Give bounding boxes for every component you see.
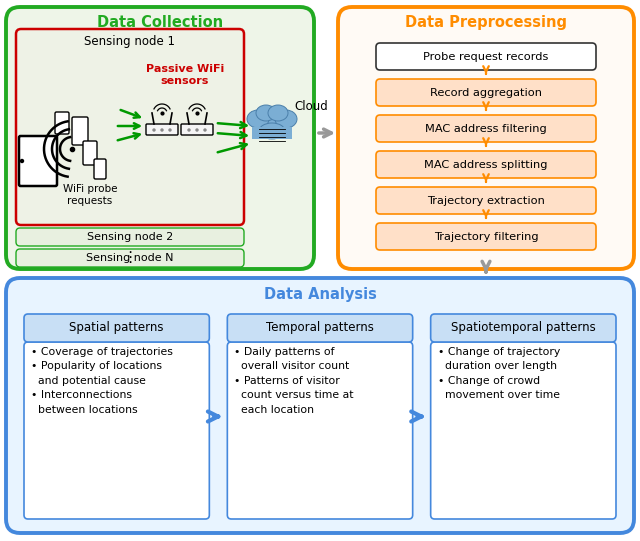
FancyBboxPatch shape bbox=[19, 136, 57, 186]
FancyBboxPatch shape bbox=[376, 79, 596, 106]
Circle shape bbox=[204, 129, 206, 131]
FancyBboxPatch shape bbox=[376, 187, 596, 214]
FancyBboxPatch shape bbox=[94, 159, 106, 179]
FancyBboxPatch shape bbox=[431, 314, 616, 342]
FancyBboxPatch shape bbox=[376, 151, 596, 178]
Circle shape bbox=[161, 129, 163, 131]
Text: MAC address filtering: MAC address filtering bbox=[425, 123, 547, 134]
FancyBboxPatch shape bbox=[24, 342, 209, 519]
FancyBboxPatch shape bbox=[376, 223, 596, 250]
Text: Sensing node 1: Sensing node 1 bbox=[84, 35, 175, 48]
Text: Data Analysis: Data Analysis bbox=[264, 287, 376, 302]
Ellipse shape bbox=[247, 110, 269, 128]
Text: Temporal patterns: Temporal patterns bbox=[266, 321, 374, 334]
Bar bbox=[252, 127, 292, 139]
Text: Record aggregation: Record aggregation bbox=[430, 88, 542, 97]
FancyBboxPatch shape bbox=[24, 314, 209, 342]
Text: Probe request records: Probe request records bbox=[423, 51, 548, 62]
FancyBboxPatch shape bbox=[376, 43, 596, 70]
FancyBboxPatch shape bbox=[227, 342, 413, 519]
Text: • Daily patterns of
  overall visitor count
• Patterns of visitor
  count versus: • Daily patterns of overall visitor coun… bbox=[234, 347, 354, 414]
Ellipse shape bbox=[275, 110, 297, 128]
Ellipse shape bbox=[257, 114, 287, 136]
FancyBboxPatch shape bbox=[83, 141, 97, 165]
Text: Passive WiFi
sensors: Passive WiFi sensors bbox=[146, 64, 224, 87]
Ellipse shape bbox=[268, 105, 288, 121]
Circle shape bbox=[196, 129, 198, 131]
Text: Data Preprocessing: Data Preprocessing bbox=[405, 15, 567, 30]
FancyBboxPatch shape bbox=[16, 228, 244, 246]
Ellipse shape bbox=[259, 123, 285, 139]
FancyBboxPatch shape bbox=[146, 124, 178, 135]
FancyBboxPatch shape bbox=[338, 7, 634, 269]
FancyBboxPatch shape bbox=[431, 342, 616, 519]
FancyBboxPatch shape bbox=[6, 7, 314, 269]
FancyBboxPatch shape bbox=[6, 278, 634, 533]
Text: Trajectory filtering: Trajectory filtering bbox=[434, 232, 538, 241]
Text: Spatiotemporal patterns: Spatiotemporal patterns bbox=[451, 321, 596, 334]
Text: Spatial patterns: Spatial patterns bbox=[69, 321, 164, 334]
FancyBboxPatch shape bbox=[72, 117, 88, 145]
FancyBboxPatch shape bbox=[227, 314, 413, 342]
FancyBboxPatch shape bbox=[181, 124, 213, 135]
Circle shape bbox=[153, 129, 155, 131]
Text: WiFi probe
requests: WiFi probe requests bbox=[63, 184, 117, 207]
Circle shape bbox=[188, 129, 190, 131]
Ellipse shape bbox=[256, 105, 276, 121]
Text: Data Collection: Data Collection bbox=[97, 15, 223, 30]
Circle shape bbox=[169, 129, 171, 131]
Text: Sensing node N: Sensing node N bbox=[86, 253, 173, 263]
Text: Cloud: Cloud bbox=[294, 101, 328, 114]
FancyBboxPatch shape bbox=[55, 112, 69, 134]
Text: • Coverage of trajectories
• Popularity of locations
  and potential cause
• Int: • Coverage of trajectories • Popularity … bbox=[31, 347, 173, 414]
Text: Trajectory extraction: Trajectory extraction bbox=[427, 195, 545, 206]
Circle shape bbox=[20, 160, 24, 162]
Text: MAC address splitting: MAC address splitting bbox=[424, 160, 548, 169]
FancyBboxPatch shape bbox=[16, 29, 244, 225]
FancyBboxPatch shape bbox=[16, 249, 244, 267]
Text: Sensing node 2: Sensing node 2 bbox=[87, 232, 173, 242]
Text: • Change of trajectory
  duration over length
• Change of crowd
  movement over : • Change of trajectory duration over len… bbox=[438, 347, 560, 400]
FancyBboxPatch shape bbox=[376, 115, 596, 142]
Text: ⋮: ⋮ bbox=[122, 250, 138, 265]
